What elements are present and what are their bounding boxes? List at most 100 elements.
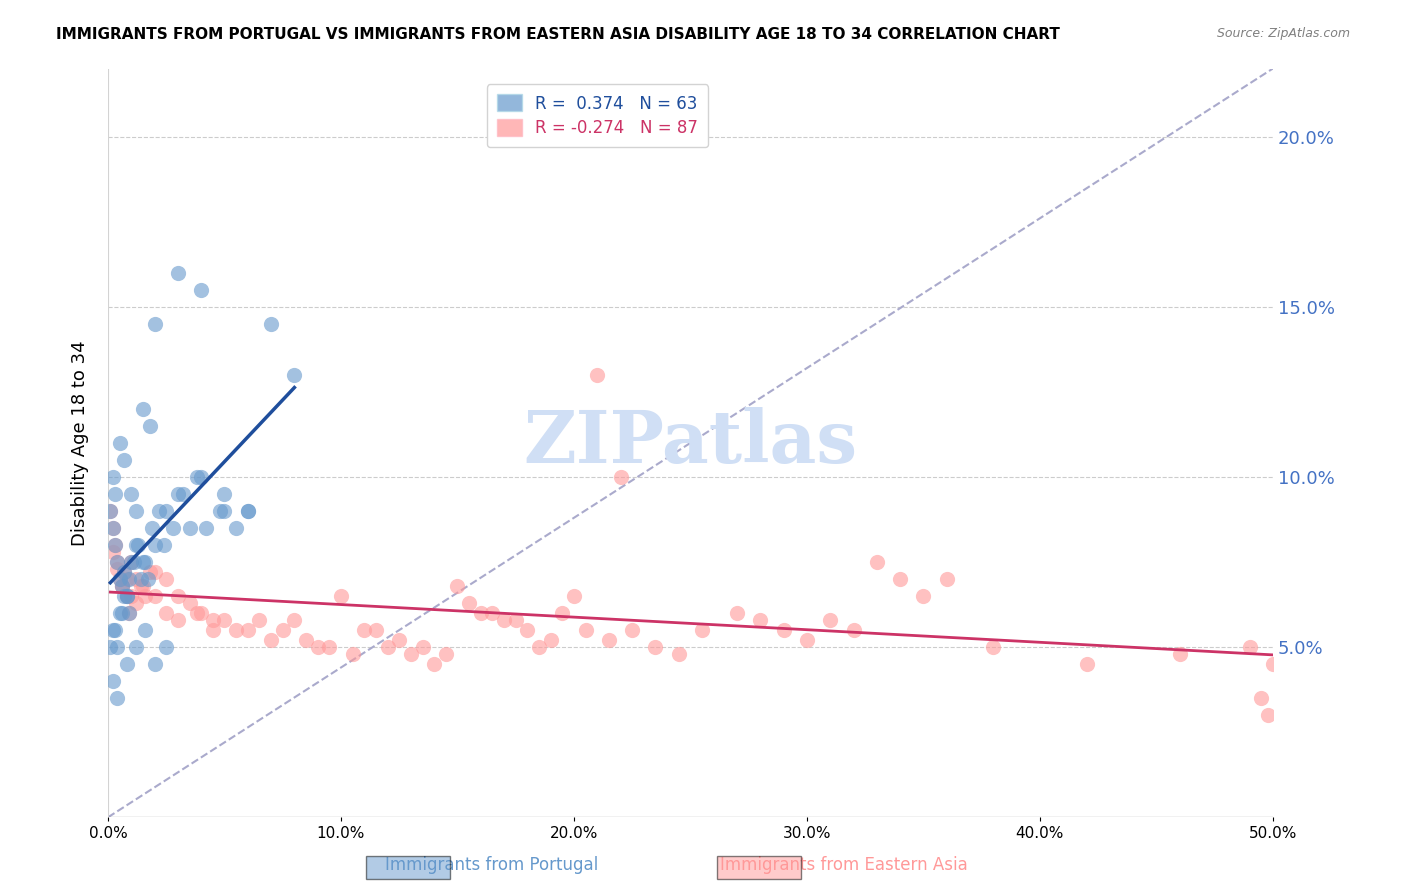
Point <box>132 579 155 593</box>
Point <box>167 487 190 501</box>
Point <box>98 640 121 654</box>
Point <box>194 521 217 535</box>
Point <box>132 555 155 569</box>
Text: ZIPatlas: ZIPatlas <box>523 408 858 478</box>
Point <box>225 623 247 637</box>
Point <box>271 623 294 637</box>
Point <box>129 572 152 586</box>
Point <box>108 572 131 586</box>
Point <box>120 589 142 603</box>
Point <box>139 566 162 580</box>
Point <box>125 640 148 654</box>
Point <box>190 283 212 297</box>
Point <box>494 613 516 627</box>
Point <box>101 545 124 559</box>
Point <box>283 368 305 382</box>
Point <box>399 647 422 661</box>
Point <box>134 555 156 569</box>
Point <box>186 606 208 620</box>
Point <box>1168 647 1191 661</box>
Point <box>115 657 138 672</box>
Point <box>283 613 305 627</box>
Point <box>108 606 131 620</box>
Point <box>155 640 177 654</box>
Point <box>104 538 127 552</box>
Point <box>167 589 190 603</box>
Point <box>105 640 128 654</box>
Point <box>260 317 283 331</box>
Point <box>120 487 142 501</box>
Point <box>388 633 411 648</box>
Point <box>236 623 259 637</box>
Point <box>1239 640 1261 654</box>
Point <box>104 538 127 552</box>
Point <box>136 572 159 586</box>
Point <box>104 623 127 637</box>
Point <box>201 613 224 627</box>
Point <box>214 487 236 501</box>
Point <box>260 633 283 648</box>
Point <box>125 504 148 518</box>
Point <box>749 613 772 627</box>
Point <box>105 562 128 576</box>
Point <box>690 623 713 637</box>
Point <box>115 572 138 586</box>
Point <box>143 566 166 580</box>
Point <box>866 555 889 569</box>
Point <box>1257 708 1279 723</box>
Point <box>134 589 156 603</box>
Point <box>889 572 911 586</box>
Point <box>179 596 201 610</box>
Point <box>129 579 152 593</box>
Point <box>111 579 134 593</box>
Point <box>434 647 457 661</box>
Point <box>225 521 247 535</box>
Y-axis label: Disability Age 18 to 34: Disability Age 18 to 34 <box>72 340 89 546</box>
Point <box>190 470 212 484</box>
Point <box>598 633 620 648</box>
Text: Immigrants from Portugal: Immigrants from Portugal <box>385 856 599 874</box>
Point <box>470 606 492 620</box>
Point <box>609 470 631 484</box>
Point <box>772 623 794 637</box>
Point <box>412 640 434 654</box>
Point <box>725 606 748 620</box>
Point <box>143 317 166 331</box>
Point <box>139 418 162 433</box>
Point <box>98 504 121 518</box>
Point <box>172 487 194 501</box>
Point <box>236 504 259 518</box>
Point <box>481 606 503 620</box>
Point <box>377 640 399 654</box>
Point <box>112 589 135 603</box>
Point <box>112 566 135 580</box>
Point <box>155 504 177 518</box>
Point <box>111 579 134 593</box>
Point <box>644 640 666 654</box>
Point <box>111 579 134 593</box>
Point <box>505 613 527 627</box>
Point <box>167 266 190 280</box>
Point <box>132 401 155 416</box>
Point <box>134 623 156 637</box>
Point <box>141 521 163 535</box>
Point <box>527 640 550 654</box>
Point <box>818 613 841 627</box>
Point <box>540 633 562 648</box>
Point <box>162 521 184 535</box>
Point <box>118 606 141 620</box>
Point <box>167 613 190 627</box>
Point <box>105 555 128 569</box>
Point <box>1250 691 1272 706</box>
Point <box>120 555 142 569</box>
Point <box>586 368 609 382</box>
Point <box>621 623 644 637</box>
Point <box>112 453 135 467</box>
Point <box>458 596 481 610</box>
Point <box>214 504 236 518</box>
Point <box>143 657 166 672</box>
Text: IMMIGRANTS FROM PORTUGAL VS IMMIGRANTS FROM EASTERN ASIA DISABILITY AGE 18 TO 34: IMMIGRANTS FROM PORTUGAL VS IMMIGRANTS F… <box>56 27 1060 42</box>
Point <box>551 606 574 620</box>
Point <box>796 633 818 648</box>
Point <box>208 504 231 518</box>
